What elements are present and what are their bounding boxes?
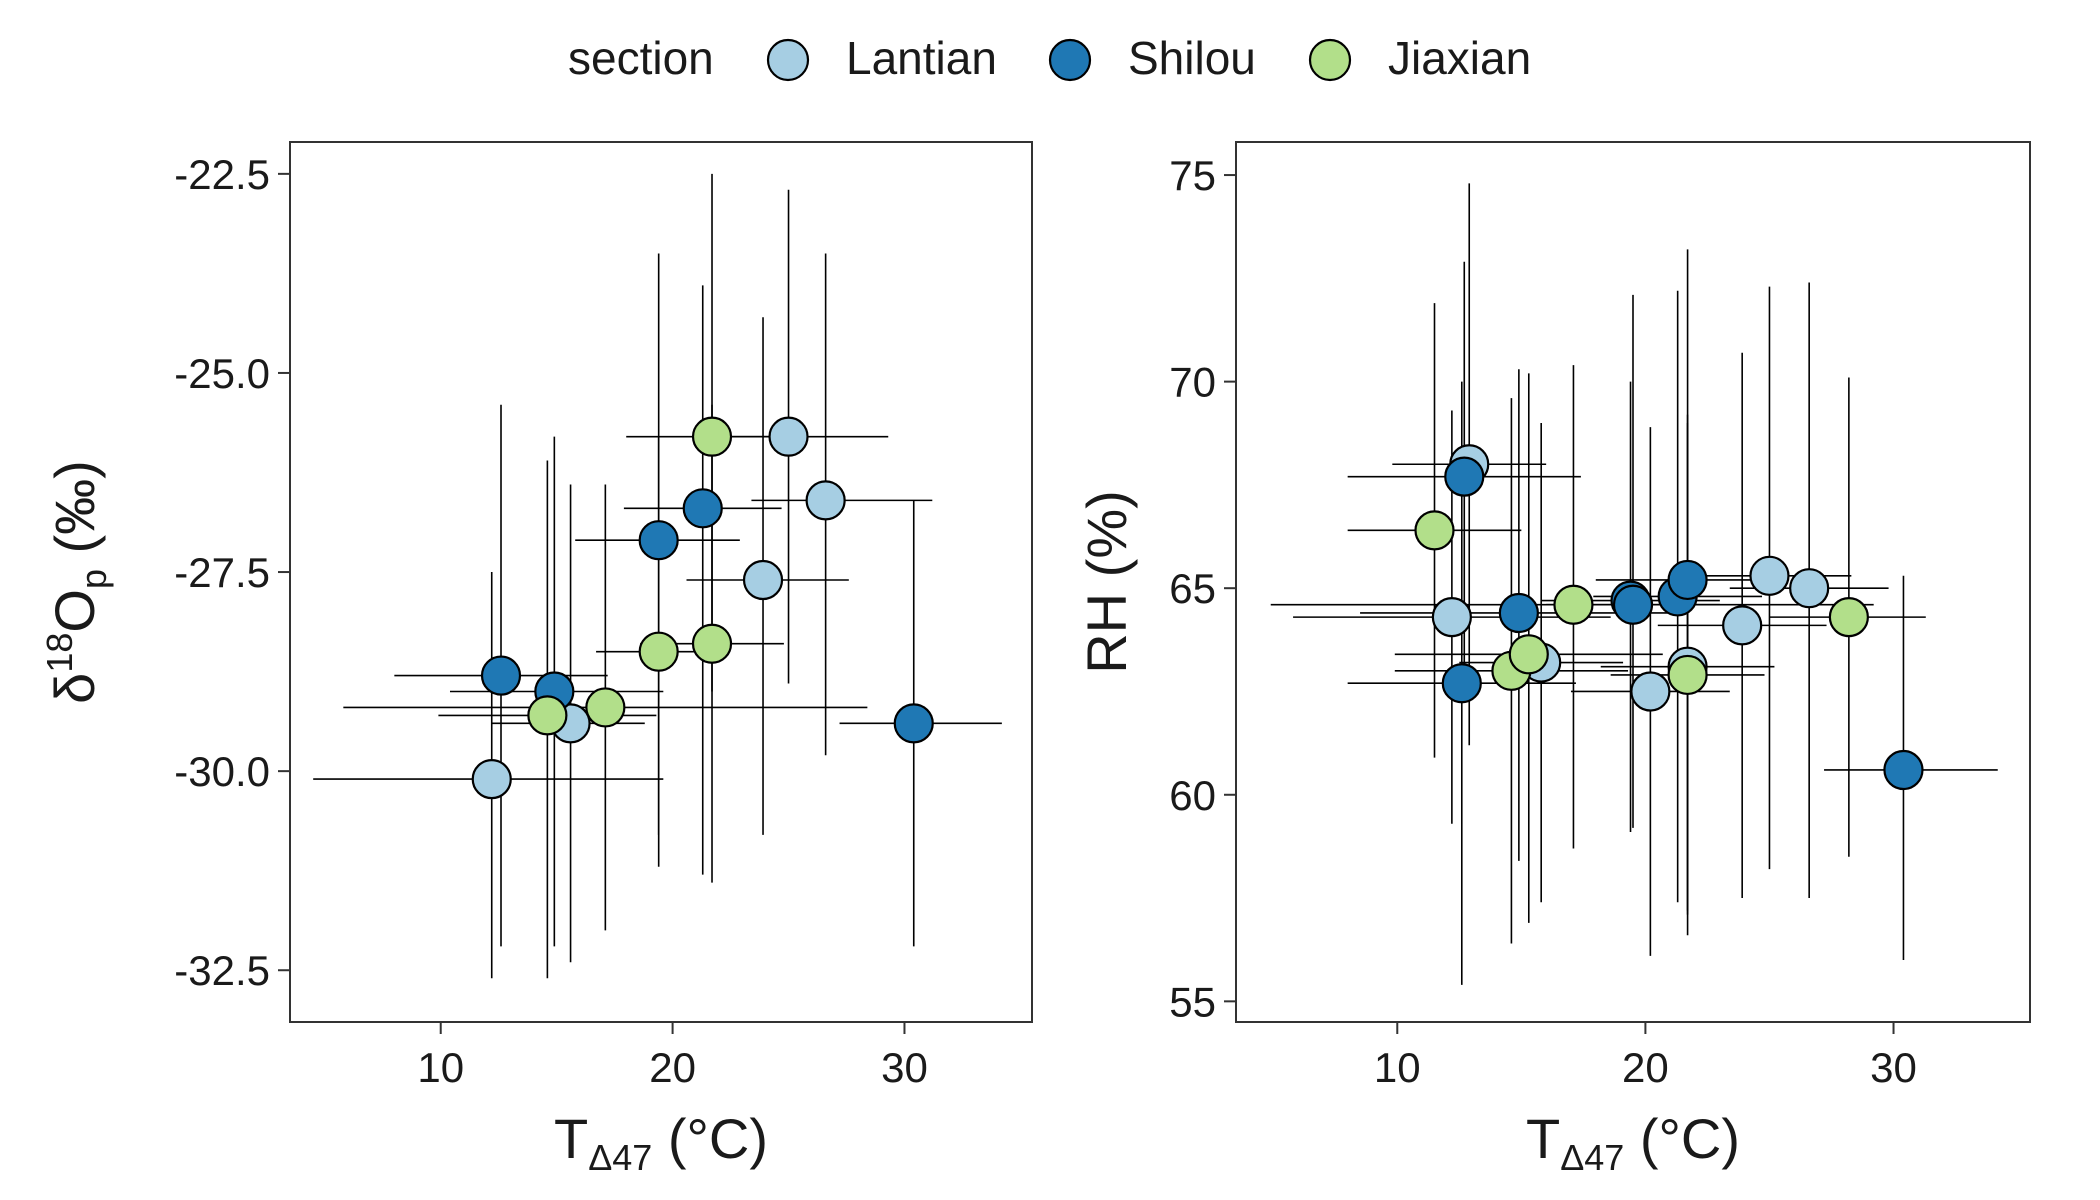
x-axis-title-right: TΔ47 (°C) (1526, 1107, 1740, 1178)
point-shilou (480, 655, 522, 696)
x-tick-label: 20 (1622, 1044, 1669, 1091)
panel-right: 55 60 65 70 75 10 20 30 TΔ47 (°C) RH (%) (1075, 141, 2031, 1178)
point-lantian (1630, 671, 1671, 712)
point-jiaxian (1414, 510, 1455, 551)
point-jiaxian (1667, 654, 1708, 696)
y-axis-title-right: RH (%) (1075, 490, 1138, 674)
points-left (471, 416, 934, 800)
point-jiaxian (1553, 584, 1594, 625)
y-axis-left: -22.5 -25.0 -27.5 -30.0 -32.5 (174, 151, 290, 994)
point-jiaxian (585, 687, 626, 728)
point-jiaxian (1508, 634, 1549, 675)
errorbars-left (313, 173, 1002, 979)
legend-label-lantian: Lantian (846, 32, 997, 84)
points-right (1414, 444, 1924, 791)
y-tick-label: -25.0 (174, 350, 270, 397)
point-shilou (893, 703, 934, 744)
point-jiaxian (691, 623, 733, 664)
point-shilou (638, 520, 679, 561)
plot-area-right (1235, 141, 2031, 1023)
y-tick-label: -30.0 (174, 748, 270, 795)
point-jiaxian (1828, 597, 1869, 638)
point-shilou (1441, 663, 1482, 704)
x-tick-label: 30 (881, 1044, 928, 1091)
point-jiaxian (691, 416, 733, 457)
y-tick-label: 65 (1169, 565, 1216, 612)
point-lantian (768, 416, 809, 457)
point-shilou (1667, 559, 1708, 601)
point-lantian (471, 759, 512, 800)
y-tick-label: 60 (1169, 772, 1216, 819)
point-lantian (805, 480, 846, 521)
legend-marker-lantian (766, 38, 810, 82)
legend-label-jiaxian: Jiaxian (1388, 32, 1531, 84)
y-tick-label: 75 (1169, 152, 1216, 199)
point-shilou (682, 488, 723, 529)
y-axis-title-left: δ18Op (‰) (39, 460, 114, 704)
x-axis-right: 10 20 30 (1374, 1022, 1917, 1091)
point-shilou (1444, 456, 1485, 497)
x-axis-left: 10 20 30 (417, 1022, 928, 1091)
x-tick-label: 30 (1870, 1044, 1917, 1091)
point-shilou (1498, 592, 1539, 634)
point-lantian (1749, 555, 1790, 596)
panel-left: -22.5 -25.0 -27.5 -30.0 -32.5 10 20 30 TΔ47 (°… (39, 141, 1033, 1178)
y-tick-label: -22.5 (174, 151, 270, 198)
legend-marker-shilou (1048, 38, 1092, 82)
x-tick-label: 20 (649, 1044, 696, 1091)
legend: section Lantian Shilou Jiaxian (568, 32, 1531, 84)
point-lantian (742, 559, 784, 601)
y-tick-label: 55 (1169, 978, 1216, 1025)
y-tick-label: -27.5 (174, 549, 270, 596)
y-tick-label: 70 (1169, 359, 1216, 406)
plot-area-left (289, 141, 1033, 1023)
y-tick-label: -32.5 (174, 947, 270, 994)
point-jiaxian (527, 695, 568, 736)
y-axis-right: 55 60 65 70 75 (1169, 152, 1236, 1025)
legend-marker-jiaxian (1308, 38, 1352, 82)
legend-label-shilou: Shilou (1128, 32, 1256, 84)
point-shilou (1883, 749, 1924, 791)
x-tick-label: 10 (417, 1044, 464, 1091)
x-axis-title-left: TΔ47 (°C) (554, 1107, 768, 1178)
x-tick-label: 10 (1374, 1044, 1421, 1091)
point-lantian (1789, 568, 1830, 609)
point-jiaxian (638, 631, 679, 672)
legend-title: section (568, 32, 714, 84)
point-lantian (1431, 597, 1472, 638)
point-lantian (1722, 605, 1763, 646)
point-shilou (1612, 584, 1654, 625)
